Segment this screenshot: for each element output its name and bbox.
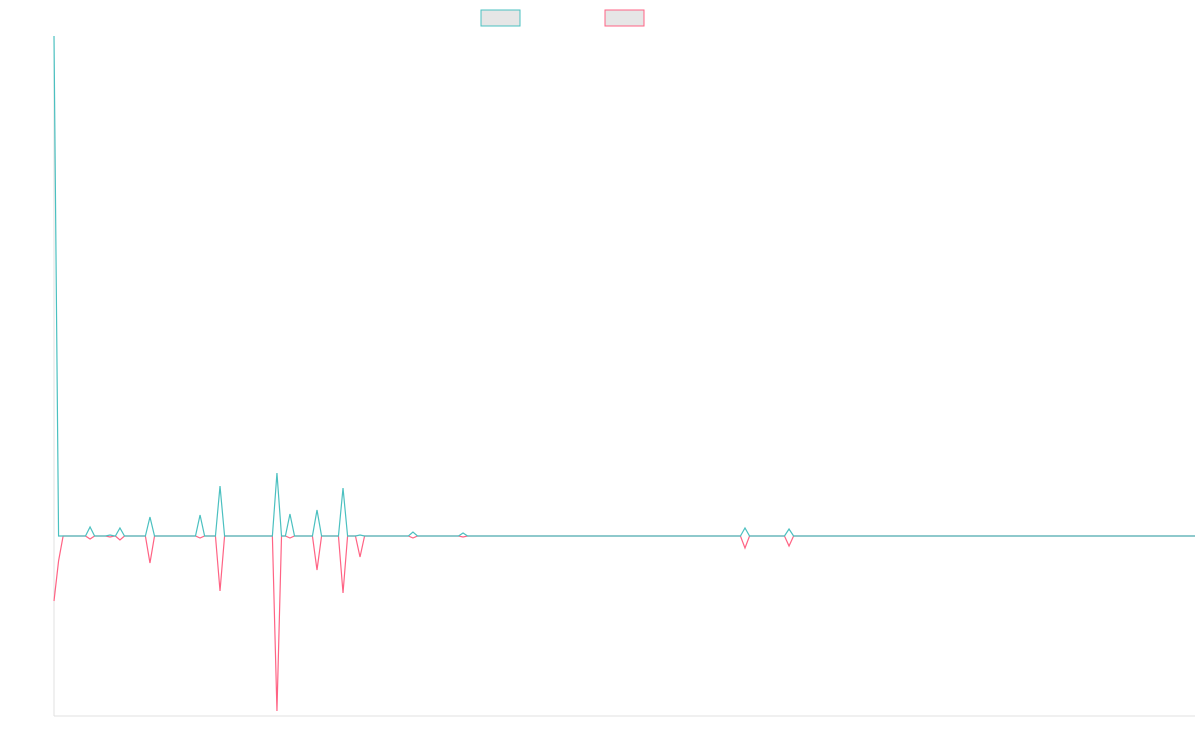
legend-swatch[interactable] — [604, 9, 645, 27]
legend-swatch[interactable] — [480, 9, 521, 27]
line-series — [53, 535, 1195, 712]
line-series — [53, 35, 1195, 537]
